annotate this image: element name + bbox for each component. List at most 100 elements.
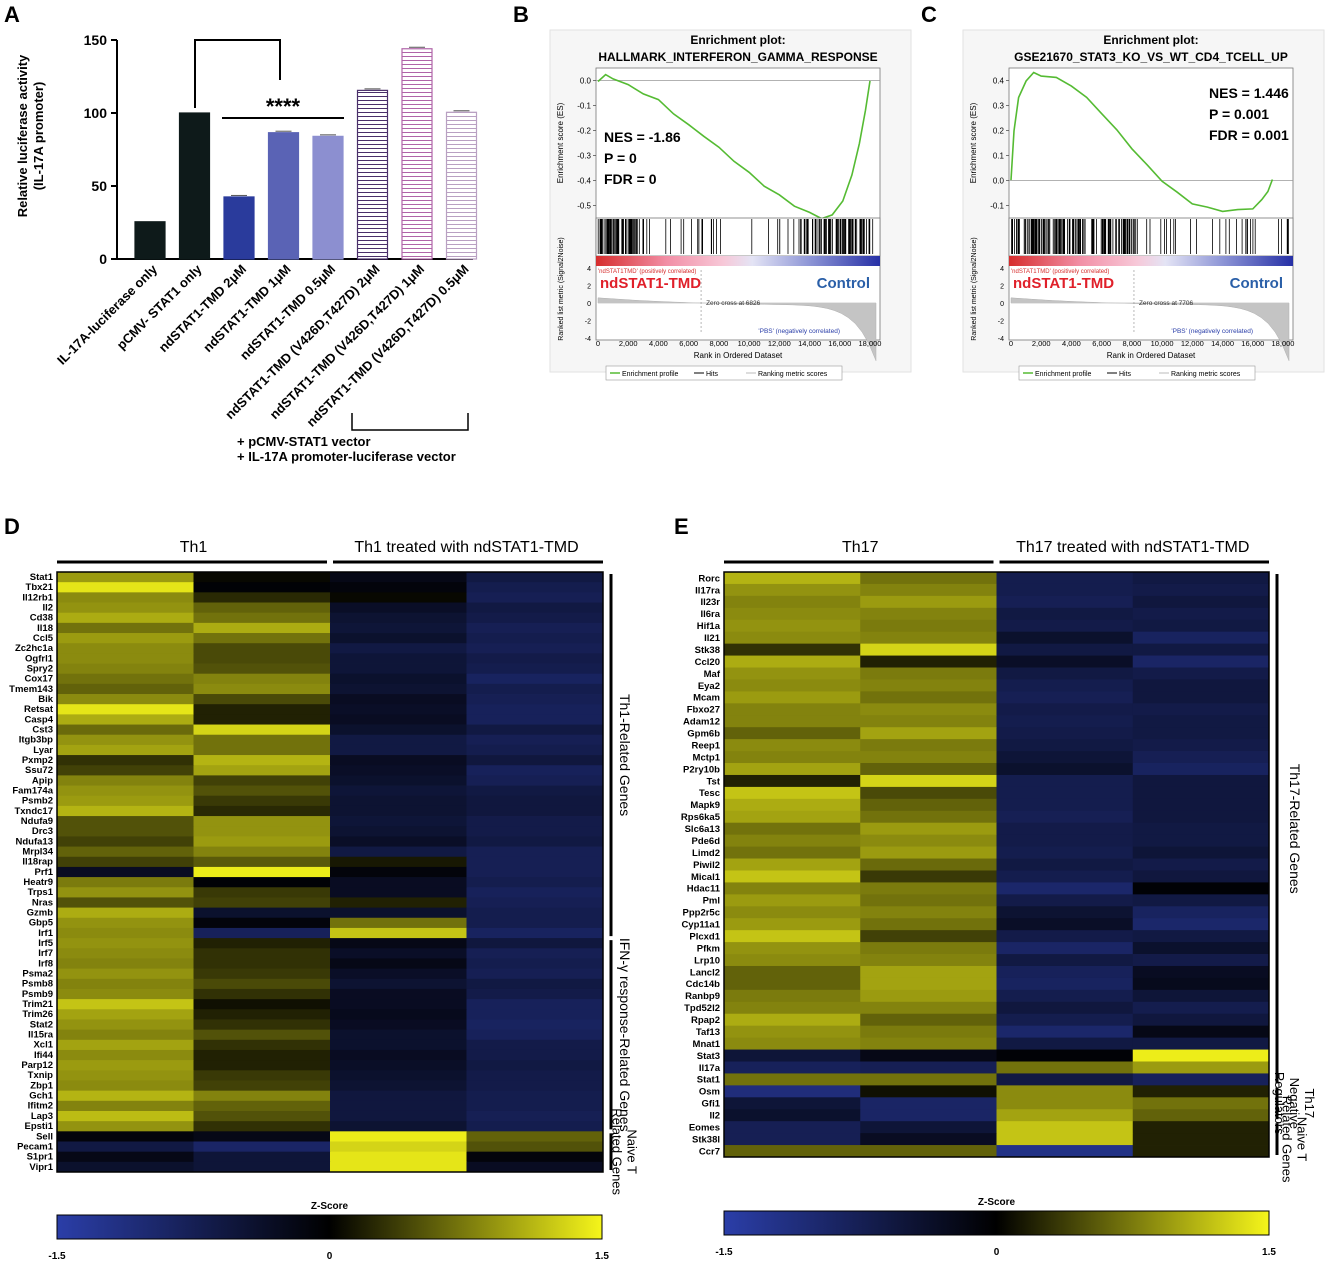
- c-neg-text: 'PBS' (negatively correlated): [1171, 328, 1253, 335]
- e-cell: [996, 703, 1134, 716]
- d-cell: [466, 1009, 604, 1020]
- d-cell: [466, 673, 604, 685]
- b-legend-item: Hits: [706, 371, 719, 378]
- d-row-label: Tbx21: [26, 582, 54, 593]
- d-cell: [193, 765, 331, 776]
- c-xtick-label: 18,000: [1272, 339, 1295, 348]
- d-cell: [193, 683, 331, 695]
- d-cell: [466, 643, 604, 654]
- d-cell: [330, 1090, 467, 1102]
- d-cell: [466, 1131, 604, 1142]
- e-cell: [860, 679, 997, 692]
- b-ytick-label: -0.2: [577, 127, 591, 136]
- d-cell: [193, 1121, 331, 1132]
- e-row-label: Ccr7: [699, 1146, 720, 1157]
- d-cell: [57, 958, 194, 970]
- e-cell: [724, 1109, 861, 1122]
- a-category-label: ndSTAT1-TMD (V426D,T427D) 0.5μM: [304, 262, 472, 430]
- e-cell: [860, 798, 997, 812]
- e-cell: [996, 1025, 1134, 1039]
- d-cell: [193, 1070, 331, 1081]
- e-cell: [724, 679, 861, 692]
- c-stat: FDR = 0.001: [1209, 127, 1289, 143]
- c-metric-tick: 0: [1000, 301, 1004, 308]
- d-cell: [466, 572, 604, 583]
- e-cell: [860, 727, 997, 740]
- d-cell: [57, 1080, 194, 1092]
- d-cell: [57, 592, 194, 603]
- b-stat: P = 0: [604, 150, 637, 166]
- c-xtick-label: 6,000: [1092, 339, 1111, 348]
- e-row-label: Mnat1: [693, 1039, 721, 1050]
- a-ytick-label: 50: [91, 178, 107, 194]
- d-cell: [330, 704, 467, 715]
- e-cell: [724, 1049, 861, 1062]
- d-cell: [57, 805, 194, 817]
- d-cell: [466, 785, 604, 797]
- d-row-label: Ifi44: [34, 1050, 54, 1061]
- e-cell: [996, 954, 1134, 967]
- d-cell: [193, 968, 331, 980]
- e-row-label: Pfkm: [697, 943, 720, 954]
- e-row-label: Reep1: [691, 740, 720, 751]
- d-cell: [193, 714, 331, 725]
- e-cell: [860, 1085, 997, 1098]
- d-cell: [466, 826, 604, 837]
- d-cell: [193, 917, 331, 929]
- d-row-label: Psmb9: [22, 989, 53, 1000]
- d-cell: [193, 1090, 331, 1102]
- e-cell: [860, 1097, 997, 1110]
- e-cell: [724, 894, 861, 907]
- b-ytick-label: 0.0: [580, 77, 592, 86]
- d-cell: [57, 846, 194, 858]
- d-row-label: Itgb3bp: [19, 735, 53, 746]
- d-cell: [330, 1161, 467, 1173]
- d-row-label: Zc2hc1a: [15, 643, 54, 654]
- d-cell: [330, 1019, 467, 1031]
- e-cell: [996, 643, 1134, 656]
- d-cell: [57, 866, 194, 878]
- d-cell: [57, 673, 194, 685]
- e-cell: [1132, 715, 1270, 728]
- a-bar: [134, 221, 166, 260]
- d-cell: [330, 582, 467, 593]
- b-title-2: HALLMARK_INTERFERON_GAMMA_RESPONSE: [598, 50, 877, 64]
- d-cell: [57, 1100, 194, 1112]
- e-cell: [1132, 691, 1270, 704]
- e-row-label: Stk38: [695, 645, 720, 656]
- c-metric-tick: -4: [998, 336, 1004, 343]
- e-cell: [996, 763, 1134, 776]
- e-colorbar-max: 1.5: [1262, 1247, 1276, 1258]
- d-cell: [466, 816, 604, 827]
- d-cell: [330, 765, 467, 776]
- d-cell: [466, 755, 604, 766]
- c-xtick-label: 14,000: [1211, 339, 1234, 348]
- d-cell: [330, 744, 467, 756]
- b-ytick-label: -0.5: [577, 202, 591, 211]
- a-ytick-label: 150: [84, 32, 108, 48]
- d-cell: [57, 572, 194, 583]
- e-cell: [1132, 810, 1270, 824]
- e-row-label: Pde6d: [691, 836, 720, 847]
- d-cell: [466, 775, 604, 786]
- d-cell: [193, 826, 331, 837]
- b-xtick-label: 8,000: [709, 339, 728, 348]
- b-xtick-label: 2,000: [619, 339, 638, 348]
- c-legend-item: Enrichment profile: [1035, 371, 1092, 378]
- e-cell: [860, 643, 997, 656]
- e-cell: [860, 691, 997, 704]
- e-row-label: Osm: [699, 1087, 720, 1098]
- e-cell: [724, 1061, 861, 1074]
- panel-label-a: A: [4, 2, 20, 27]
- b-ylabel2: Ranked list metric (Signal2Noise): [558, 237, 565, 340]
- b-rank-colorbar: [596, 256, 880, 266]
- b-ytick-label: -0.3: [577, 152, 591, 161]
- d-row-label: Trim26: [22, 1009, 53, 1020]
- c-ytick-label: 0.2: [993, 127, 1005, 136]
- d-row-label: Tmem143: [9, 684, 53, 695]
- e-cell: [724, 774, 861, 788]
- d-colorbar-title: Z-Score: [311, 1201, 349, 1212]
- d-row-label: Parp12: [21, 1060, 53, 1071]
- d-cell: [193, 927, 331, 939]
- d-cell: [466, 622, 604, 634]
